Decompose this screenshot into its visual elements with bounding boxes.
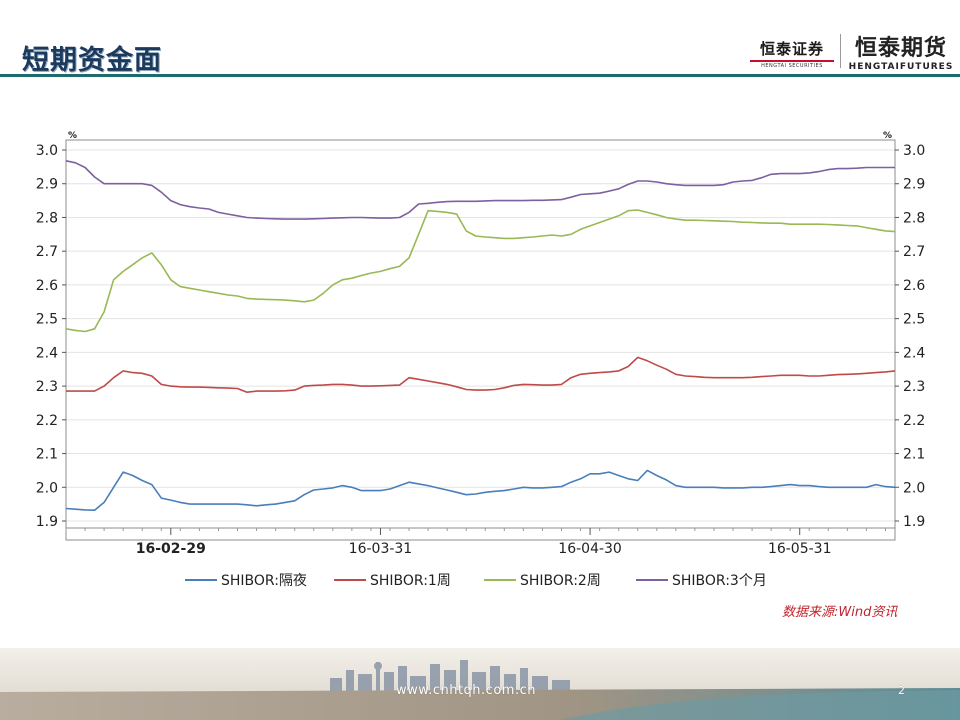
legend-label: SHIBOR:1周 bbox=[370, 573, 451, 589]
y-tick-label-left: 3.0 bbox=[36, 143, 58, 159]
hengtai-futures-logo: 恒泰期货 HENGTAIFUTURES bbox=[846, 30, 956, 72]
logo-right-en: HENGTAIFUTURES bbox=[848, 62, 954, 72]
x-tick-label: 16-02-29 bbox=[136, 541, 206, 557]
y-tick-label-right: 2.3 bbox=[903, 379, 925, 395]
logo-left-en: HENGTAI SECURITIES bbox=[750, 60, 834, 69]
y-tick-label-right: 2.9 bbox=[903, 177, 925, 193]
plot-frame bbox=[65, 139, 896, 541]
y-tick-label-left: 2.3 bbox=[36, 379, 58, 395]
series-line bbox=[65, 209, 896, 333]
logo-divider bbox=[840, 34, 841, 68]
y-tick-label-left: 2.1 bbox=[36, 447, 58, 463]
legend-label: SHIBOR:隔夜 bbox=[221, 573, 307, 589]
y-tick-label-right: 2.0 bbox=[903, 480, 925, 496]
y-tick-label-left: 2.6 bbox=[36, 278, 58, 294]
series-line bbox=[65, 160, 895, 220]
title-underline bbox=[0, 74, 960, 77]
series-line bbox=[66, 356, 896, 394]
logo-left-cn: 恒泰证券 bbox=[759, 40, 824, 58]
y-tick-label-left: 2.7 bbox=[36, 244, 58, 260]
shibor-line-chart: 1.9 1.9 2.0 2.0 2.1 2.1 2.2 2.2 2.3 2.3 2.4 2.4 2.5 2… bbox=[36, 131, 926, 589]
series-line bbox=[65, 469, 896, 512]
unit-label-right: % bbox=[883, 131, 892, 141]
y-tick-label-left: 2.4 bbox=[36, 345, 58, 361]
y-tick-label-left: 1.9 bbox=[36, 514, 58, 530]
y-tick-label-left: 2.9 bbox=[36, 177, 58, 193]
unit-label-left: % bbox=[68, 131, 77, 141]
y-tick-label-right: 2.4 bbox=[903, 345, 925, 361]
page-title: 短期资金面 bbox=[22, 45, 162, 76]
y-tick-label-right: 3.0 bbox=[903, 143, 925, 159]
footer-url: www.cnhtqh.com.cn bbox=[396, 683, 536, 698]
y-tick-label-left: 2.2 bbox=[36, 413, 58, 429]
y-tick-label-right: 2.8 bbox=[903, 210, 925, 226]
y-tick-label-right: 2.5 bbox=[903, 312, 925, 328]
y-tick-label-right: 2.7 bbox=[903, 244, 925, 260]
page-number: 2 bbox=[898, 684, 905, 697]
y-tick-label-right: 1.9 bbox=[903, 514, 925, 530]
hengtai-securities-logo: 恒泰证券 HENGTAI SECURITIES bbox=[750, 38, 834, 69]
y-tick-label-right: 2.6 bbox=[903, 278, 925, 294]
y-tick-label-right: 2.2 bbox=[903, 413, 925, 429]
footer-cityscape-banner bbox=[0, 648, 960, 720]
x-tick-label: 16-05-31 bbox=[768, 541, 832, 557]
x-tick-label: 16-04-30 bbox=[558, 541, 622, 557]
logo-right-cn: 恒泰期货 bbox=[854, 36, 947, 61]
legend-label: SHIBOR:3个月 bbox=[672, 573, 767, 589]
y-tick-label-right: 2.1 bbox=[903, 447, 925, 463]
y-tick-label-left: 2.8 bbox=[36, 210, 58, 226]
y-tick-label-left: 2.5 bbox=[36, 312, 58, 328]
source-note: 数据来源:Wind资讯 bbox=[782, 605, 898, 620]
x-tick-label: 16-03-31 bbox=[349, 541, 413, 557]
y-tick-label-left: 2.0 bbox=[36, 480, 58, 496]
legend-label: SHIBOR:2周 bbox=[520, 573, 601, 589]
